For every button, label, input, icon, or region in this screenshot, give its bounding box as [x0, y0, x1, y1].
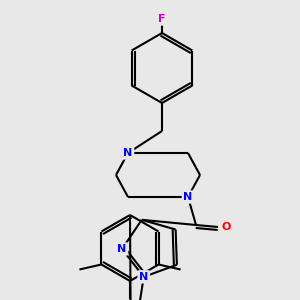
Text: N: N [139, 272, 148, 282]
Text: N: N [123, 148, 133, 158]
Text: N: N [183, 192, 193, 202]
Text: O: O [221, 222, 231, 232]
Text: N: N [117, 244, 127, 254]
Text: F: F [158, 14, 166, 24]
